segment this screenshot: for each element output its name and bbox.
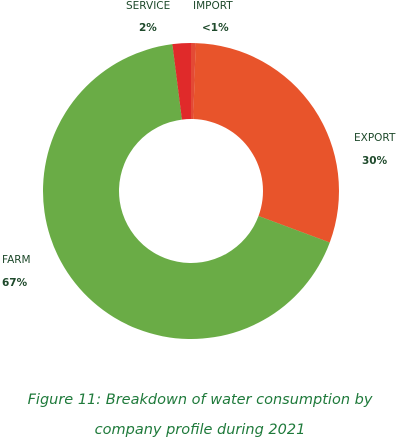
label-farm-value: 67%: [2, 277, 28, 289]
label-import-value: <1%: [202, 22, 229, 34]
figure-caption-line-2: company profile during 2021: [94, 422, 306, 438]
label-import-name: IMPORT: [193, 0, 233, 12]
label-farm-name: FARM: [2, 254, 31, 266]
label-export-value: 30%: [362, 155, 388, 167]
figure-caption-line-1: Figure 11: Breakdown of water consumptio…: [27, 392, 373, 408]
label-export-name: EXPORT: [354, 132, 396, 144]
donut-chart: [42, 43, 339, 339]
slice-export: [193, 43, 339, 243]
label-service-name: SERVICE: [126, 0, 171, 12]
slice-import: [191, 43, 196, 120]
slice-service: [172, 43, 191, 120]
label-service-value: 2%: [139, 22, 157, 34]
slice-farm: [42, 44, 330, 339]
